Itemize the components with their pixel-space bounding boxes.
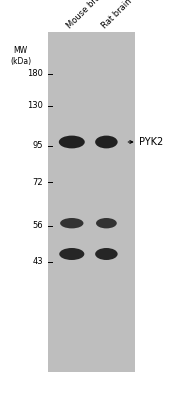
Bar (48, 32, 135, 372)
Ellipse shape (59, 248, 84, 260)
Ellipse shape (59, 136, 85, 148)
Text: 95: 95 (33, 142, 43, 150)
Text: 72: 72 (33, 178, 43, 186)
Ellipse shape (95, 248, 118, 260)
Text: 180: 180 (27, 70, 43, 78)
Text: PYK2: PYK2 (139, 137, 163, 147)
Ellipse shape (60, 218, 83, 228)
Ellipse shape (95, 136, 118, 148)
Text: Rat brain: Rat brain (100, 0, 134, 30)
Text: Mouse brain: Mouse brain (65, 0, 108, 30)
Text: 43: 43 (33, 258, 43, 266)
Text: 130: 130 (27, 102, 43, 110)
Text: MW
(kDa): MW (kDa) (10, 46, 31, 66)
Text: 56: 56 (33, 222, 43, 230)
Ellipse shape (96, 218, 117, 228)
